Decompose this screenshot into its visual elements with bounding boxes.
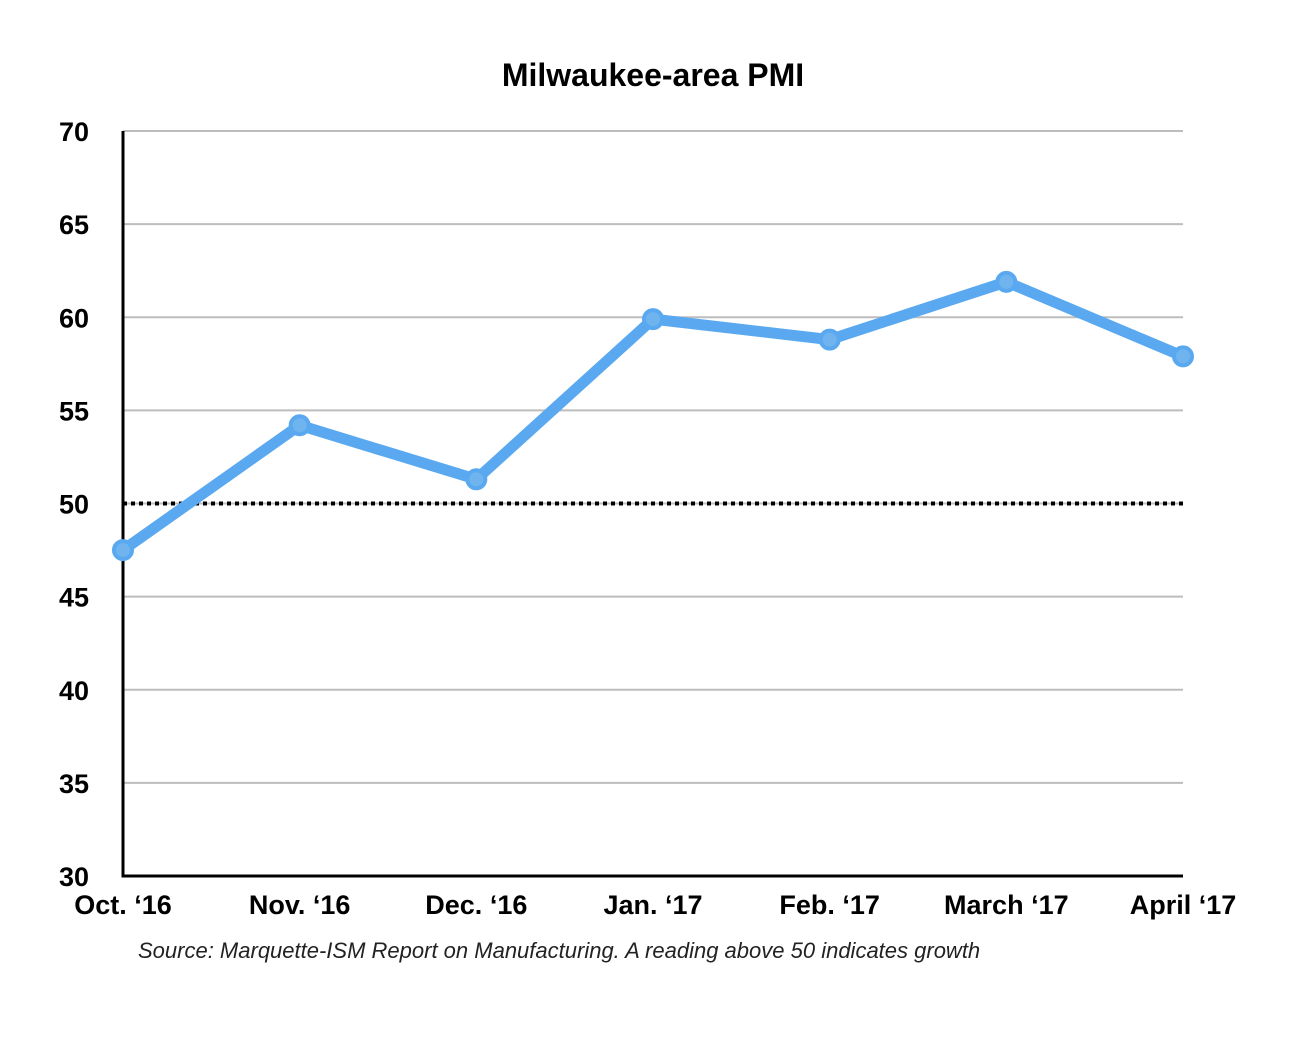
data-point <box>818 328 841 351</box>
data-point <box>288 414 311 437</box>
y-tick-label: 30 <box>59 862 89 892</box>
series-line <box>112 270 1194 562</box>
x-tick-label: Oct. ‘16 <box>74 890 172 920</box>
data-point <box>995 270 1018 293</box>
y-tick-label: 55 <box>59 396 89 426</box>
y-tick-label: 45 <box>59 583 89 613</box>
y-tick-label: 50 <box>59 490 89 520</box>
data-point <box>1172 345 1194 368</box>
gridlines <box>123 130 1183 784</box>
x-axis-tick-labels: Oct. ‘16 Nov. ‘16 Dec. ‘16 Jan. ‘17 Feb. ‘17… <box>74 890 1236 920</box>
x-tick-label: April ‘17 <box>1130 890 1237 920</box>
x-tick-label: Jan. ‘17 <box>603 890 702 920</box>
y-tick-label: 40 <box>59 676 89 706</box>
data-point <box>465 468 488 491</box>
chart-title: Milwaukee-area PMI <box>502 57 804 93</box>
data-point <box>642 308 664 331</box>
x-tick-label: Nov. ‘16 <box>249 890 351 920</box>
source-note: Source: Marquette-ISM Report on Manufact… <box>138 938 980 963</box>
x-tick-label: Dec. ‘16 <box>425 890 527 920</box>
y-tick-label: 60 <box>59 303 89 333</box>
y-axis-tick-labels: 30 35 40 45 50 55 60 65 70 <box>59 117 89 892</box>
y-tick-label: 70 <box>59 117 89 147</box>
data-point <box>112 539 134 562</box>
x-tick-label: Feb. ‘17 <box>779 890 880 920</box>
y-tick-label: 65 <box>59 210 89 240</box>
y-tick-label: 35 <box>59 769 89 799</box>
x-tick-label: March ‘17 <box>944 890 1069 920</box>
